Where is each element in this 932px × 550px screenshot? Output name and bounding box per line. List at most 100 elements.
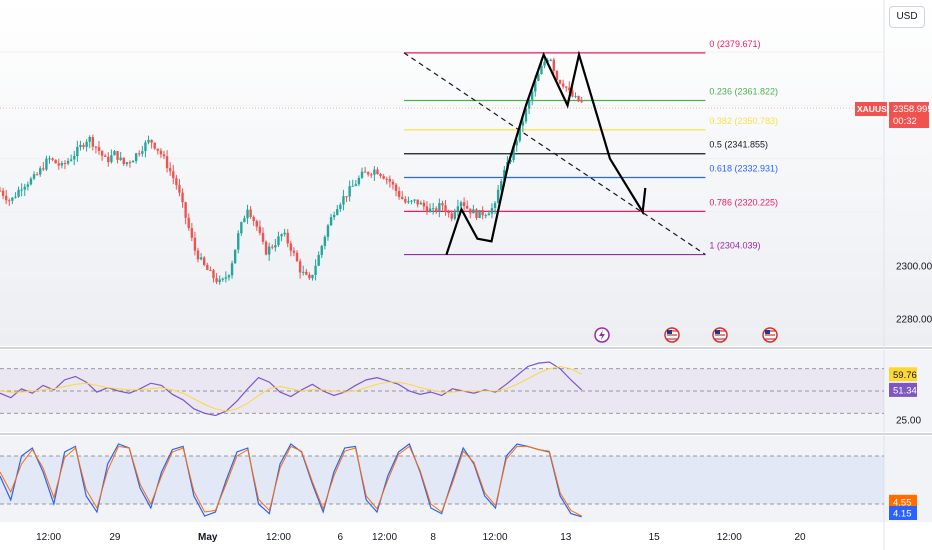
candle: [147, 135, 150, 145]
candle: [82, 142, 85, 150]
candle: [79, 140, 82, 151]
candle: [73, 150, 76, 166]
candle: [444, 200, 447, 216]
oscillator-value-tag: [889, 494, 917, 509]
candle: [66, 157, 70, 166]
oscillator-series: [0, 445, 582, 517]
oscillator-value: 4.15: [893, 509, 912, 520]
candle: [184, 201, 187, 225]
candle: [271, 244, 274, 250]
candle: [35, 172, 39, 176]
candle: [475, 208, 478, 220]
candle: [193, 231, 197, 256]
candle: [450, 210, 453, 222]
candle: [153, 142, 156, 150]
candle: [261, 227, 265, 245]
time-tick-label: 13: [560, 532, 572, 543]
candle: [472, 204, 475, 214]
candle: [469, 208, 472, 219]
candle: [487, 210, 491, 216]
candle: [212, 268, 215, 283]
candle: [144, 140, 147, 158]
candle: [252, 215, 255, 226]
zigzag-projection[interactable]: [445, 50, 647, 256]
candle: [119, 151, 122, 161]
time-tick-label: 29: [109, 532, 121, 543]
candle: [237, 230, 240, 254]
fib-level-label: 0 (2379.671): [709, 39, 760, 49]
fib-trendline[interactable]: [403, 52, 706, 256]
time-axis: 12:00 29 May 12:00 6 12:00 8 12:00 13 15 12:00 20: [36, 532, 806, 543]
candle: [401, 191, 404, 200]
us-flag-event-icon[interactable]: [762, 327, 778, 343]
candle: [91, 134, 95, 151]
lightning-event-icon[interactable]: [594, 327, 610, 343]
fibonacci-retracement[interactable]: 0 (2379.671) 0.236 (2361.822) 0.382 (2350.…: [403, 39, 778, 256]
candle: [493, 201, 497, 214]
symbol-label: XAUUSD: [857, 104, 893, 114]
candle: [413, 199, 416, 204]
candle: [385, 176, 388, 185]
candle: [233, 249, 237, 264]
candle: [462, 197, 466, 211]
time-tick-label: 20: [794, 532, 806, 543]
us-flag-event-icon[interactable]: [712, 327, 728, 343]
candle: [357, 175, 361, 187]
candle: [42, 162, 45, 172]
candle: [11, 197, 14, 205]
time-tick-label: 6: [338, 532, 344, 543]
candle: [187, 213, 190, 231]
candle: [447, 209, 450, 218]
candle: [336, 204, 339, 216]
candle: [370, 172, 373, 178]
candle: [175, 174, 178, 190]
candle: [249, 206, 252, 219]
candle: [1, 187, 5, 200]
candle: [97, 141, 101, 155]
candle: [94, 146, 98, 154]
oscillator-series: [0, 443, 582, 518]
candle: [100, 150, 104, 161]
candle: [456, 199, 460, 217]
candle: [181, 188, 184, 208]
us-flag-event-icon[interactable]: [664, 327, 680, 343]
price-tag-value: 2358.995: [893, 104, 932, 115]
candle: [298, 258, 302, 279]
candle: [39, 165, 42, 177]
candle: [314, 259, 317, 281]
candle: [388, 175, 392, 188]
candle: [323, 235, 327, 250]
candle: [481, 206, 484, 220]
candle: [190, 222, 194, 242]
candle: [122, 157, 125, 166]
candle: [552, 57, 556, 75]
projection-drawing[interactable]: [445, 50, 647, 256]
candle: [568, 81, 571, 94]
candle: [17, 186, 20, 198]
candle: [394, 182, 398, 197]
candle: [397, 186, 401, 200]
candle: [243, 215, 246, 223]
time-tick-label: 15: [649, 532, 661, 543]
currency-button[interactable]: USD: [889, 6, 925, 28]
candle: [63, 160, 67, 170]
candle: [88, 135, 91, 149]
candle: [320, 244, 323, 259]
candle: [404, 196, 407, 204]
candle: [317, 251, 320, 267]
candle: [558, 79, 562, 85]
oscillator-value: 4.55: [893, 497, 912, 508]
event-icons[interactable]: [594, 327, 778, 343]
candle: [308, 272, 311, 280]
candle: [240, 221, 243, 236]
candle: [29, 176, 33, 186]
candle: [199, 253, 203, 261]
candle: [438, 198, 441, 218]
candle: [0, 186, 2, 192]
candle: [218, 275, 221, 285]
candle: [345, 196, 348, 203]
candle: [348, 180, 351, 202]
price-tag-countdown: 00:32: [893, 116, 917, 127]
